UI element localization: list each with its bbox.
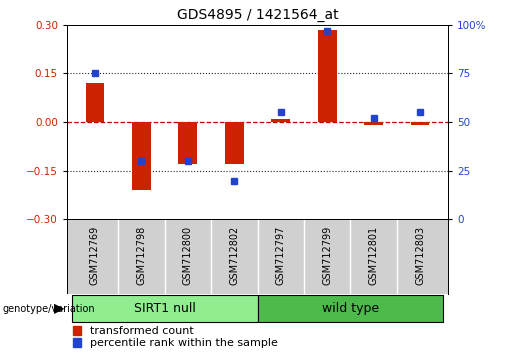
Bar bbox=[179, 122, 197, 164]
Text: GSM712797: GSM712797 bbox=[276, 225, 286, 285]
Polygon shape bbox=[54, 304, 64, 314]
Bar bbox=[318, 30, 336, 122]
Legend: transformed count, percentile rank within the sample: transformed count, percentile rank withi… bbox=[73, 326, 278, 348]
Text: GSM712803: GSM712803 bbox=[415, 225, 425, 285]
Bar bbox=[72, 295, 258, 322]
Bar bbox=[411, 122, 430, 125]
Text: GSM712799: GSM712799 bbox=[322, 225, 332, 285]
Text: GSM712798: GSM712798 bbox=[136, 225, 146, 285]
Bar bbox=[365, 122, 383, 125]
Bar bbox=[271, 119, 290, 122]
Bar bbox=[132, 122, 150, 190]
Bar bbox=[225, 122, 244, 164]
Text: wild type: wild type bbox=[322, 302, 379, 315]
Title: GDS4895 / 1421564_at: GDS4895 / 1421564_at bbox=[177, 8, 338, 22]
Text: GSM712801: GSM712801 bbox=[369, 225, 379, 285]
Text: GSM712802: GSM712802 bbox=[229, 225, 239, 285]
Text: SIRT1 null: SIRT1 null bbox=[133, 302, 196, 315]
Bar bbox=[258, 295, 443, 322]
Text: genotype/variation: genotype/variation bbox=[3, 304, 95, 314]
Bar bbox=[85, 83, 104, 122]
Text: GSM712800: GSM712800 bbox=[183, 225, 193, 285]
Text: GSM712769: GSM712769 bbox=[90, 225, 100, 285]
